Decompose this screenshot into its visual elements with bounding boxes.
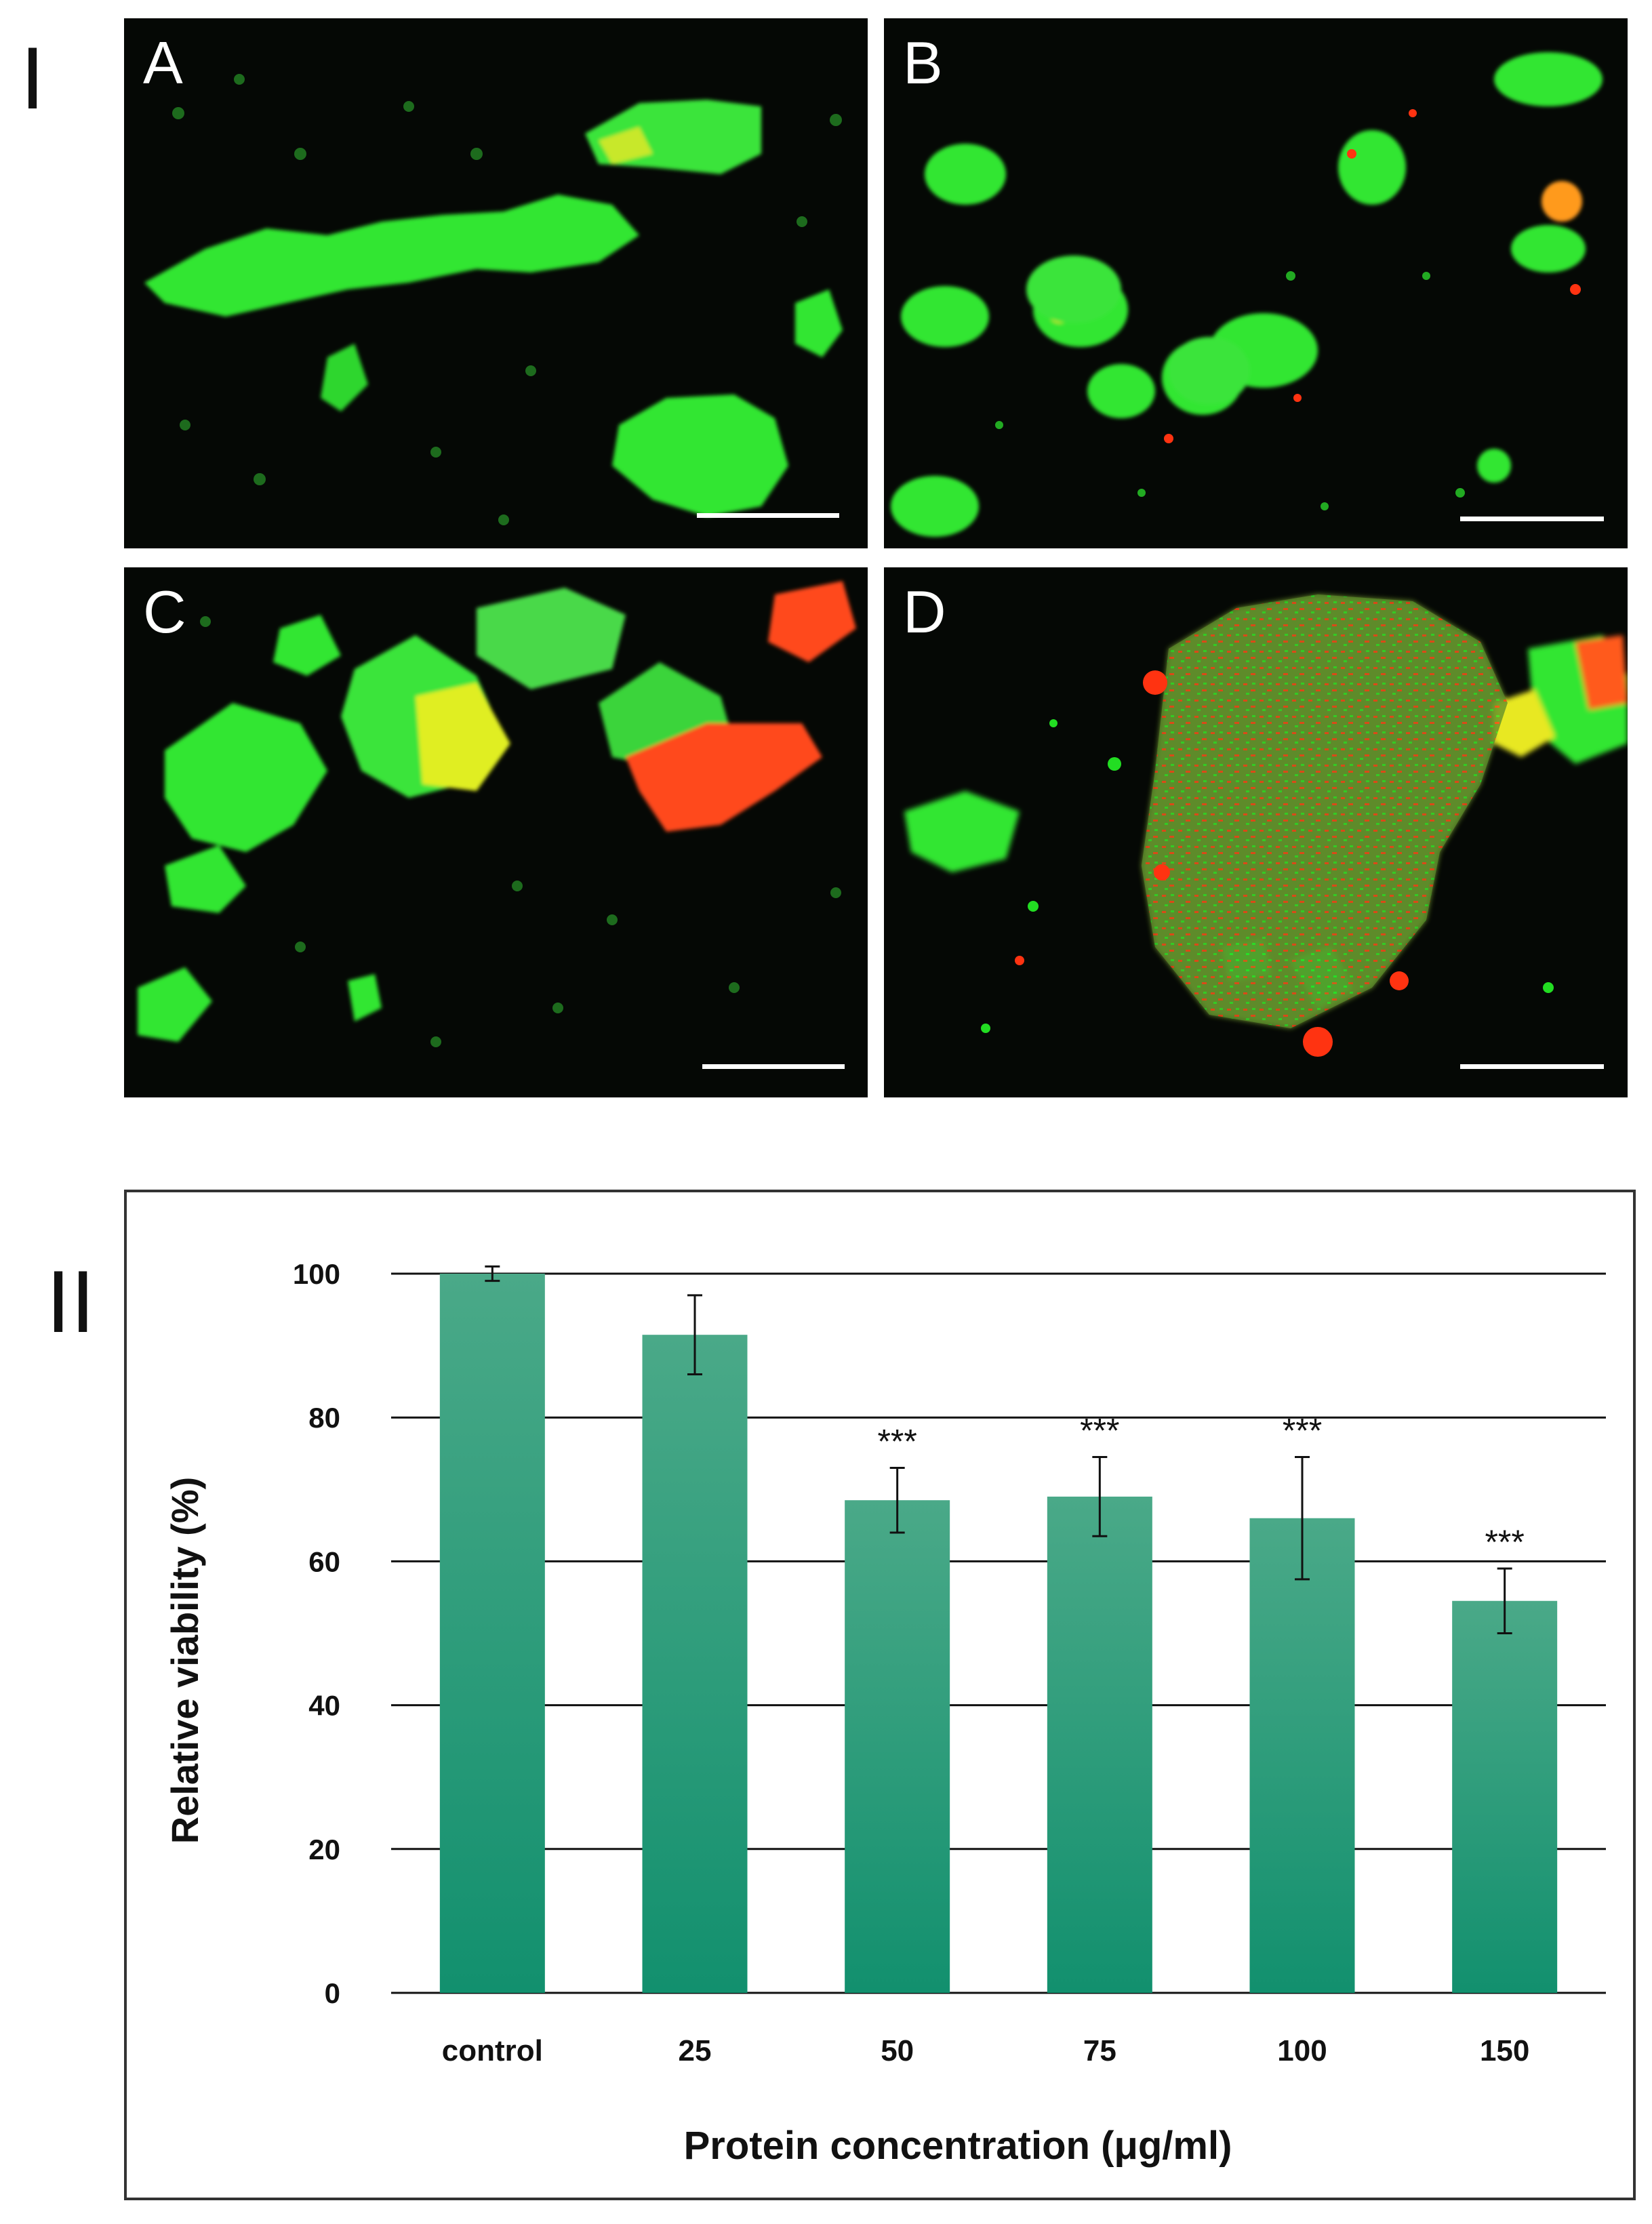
bar [1452,1600,1558,1993]
micrograph-a-image [144,74,843,525]
panel-letter-b: B [903,29,943,96]
panel-letter-a: A [143,29,183,96]
bar [439,1274,545,1993]
error-bars [485,1265,1512,1634]
panel-letter-c: C [143,578,186,645]
panel-letter-d: D [903,578,946,645]
significance-marker: *** [1485,1523,1524,1561]
x-tick-label: 50 [881,2034,914,2067]
bar [1047,1496,1152,1993]
chart-labels: 0 20 40 60 80 100 control 25 *** 50 *** 75 *** 100 ***… [163,1258,1529,2168]
chart-frame: 0 20 40 60 80 100 control 25 *** 50 *** 75 *** 100 ***… [124,1190,1636,2200]
y-tick-label: 60 [308,1545,340,1577]
y-tick-label: 100 [293,1258,340,1290]
micrograph-panel-b: B [884,18,1628,548]
bar [642,1335,748,1993]
x-tick-label: 25 [679,2034,712,2067]
bar [1249,1518,1355,1993]
x-tick-label: 100 [1277,2034,1327,2067]
micrograph-panel-a: A [124,18,868,548]
bar [845,1500,950,1993]
x-tick-label: control [442,2034,543,2067]
section-label-ii: II [46,1252,96,1351]
y-tick-label: 0 [325,1977,340,2009]
scale-bar [1460,517,1604,521]
scale-bar [702,1064,845,1069]
y-tick-label: 40 [308,1690,340,1722]
micrograph-c-image [138,581,856,1047]
micrograph-panel-c: C [124,567,868,1097]
x-tick-label: 75 [1083,2034,1116,2067]
y-axis-title: Relative viability (%) [163,1477,206,1844]
micrograph-b-image [891,52,1603,537]
micrograph-panel-d: D [884,567,1628,1097]
scale-bar [697,513,839,518]
gridlines [391,1272,1606,1994]
x-tick-label: 150 [1480,2034,1529,2067]
significance-marker: *** [1080,1412,1119,1450]
y-tick-label: 80 [308,1402,340,1434]
scale-bar [1460,1064,1604,1069]
significance-marker: *** [1283,1412,1322,1450]
section-label-i: I [20,28,45,127]
significance-marker: *** [877,1422,916,1460]
x-axis-title: Protein concentration (μg/ml) [684,2124,1232,2168]
micrograph-d-image [904,594,1628,1057]
bar-chart: 0 20 40 60 80 100 control 25 *** 50 *** 75 *** 100 ***… [163,1258,1606,2168]
bars [439,1274,1558,1993]
y-tick-label: 20 [308,1834,340,1865]
